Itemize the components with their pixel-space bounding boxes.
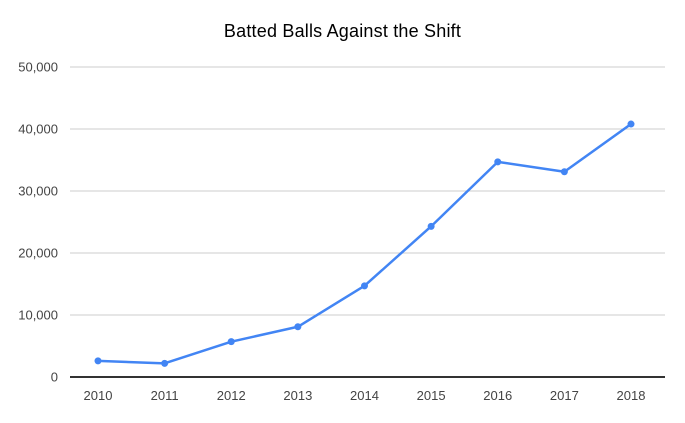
data-point-2012[interactable] <box>227 338 235 346</box>
y-axis-tick-label: 10,000 <box>18 308 58 323</box>
y-axis-tick-label: 40,000 <box>18 122 58 137</box>
x-axis-tick-label: 2010 <box>84 388 113 403</box>
y-axis-tick-label: 50,000 <box>18 60 58 75</box>
data-point-2014[interactable] <box>361 282 368 290</box>
data-point-2013[interactable] <box>294 323 302 331</box>
data-point-2017[interactable] <box>560 168 568 176</box>
series-line <box>96 122 633 365</box>
x-axis-tick-label: 2011 <box>151 388 179 403</box>
data-point-2016[interactable] <box>494 158 502 166</box>
data-point-2010[interactable] <box>94 357 102 365</box>
y-axis-tick-label: 0 <box>51 370 58 385</box>
x-axis-tick-label: 2016 <box>483 388 512 403</box>
chart-title: Batted Balls Against the Shift <box>223 21 462 41</box>
y-axis-tick-label: 20,000 <box>18 246 58 261</box>
data-point-2011[interactable] <box>161 359 169 367</box>
x-axis-tick-label: 2012 <box>217 388 246 403</box>
x-axis-tick-label: 2014 <box>350 388 379 403</box>
x-axis-tick-label: 2015 <box>417 388 446 403</box>
data-point-2018[interactable] <box>627 120 635 128</box>
y-axis-tick-label: 30,000 <box>18 184 58 199</box>
data-point-2015[interactable] <box>427 222 435 230</box>
x-axis-tick-label: 2017 <box>550 388 579 403</box>
x-axis-tick-label: 2018 <box>617 388 646 403</box>
x-axis-tick-label: 2013 <box>283 388 312 403</box>
